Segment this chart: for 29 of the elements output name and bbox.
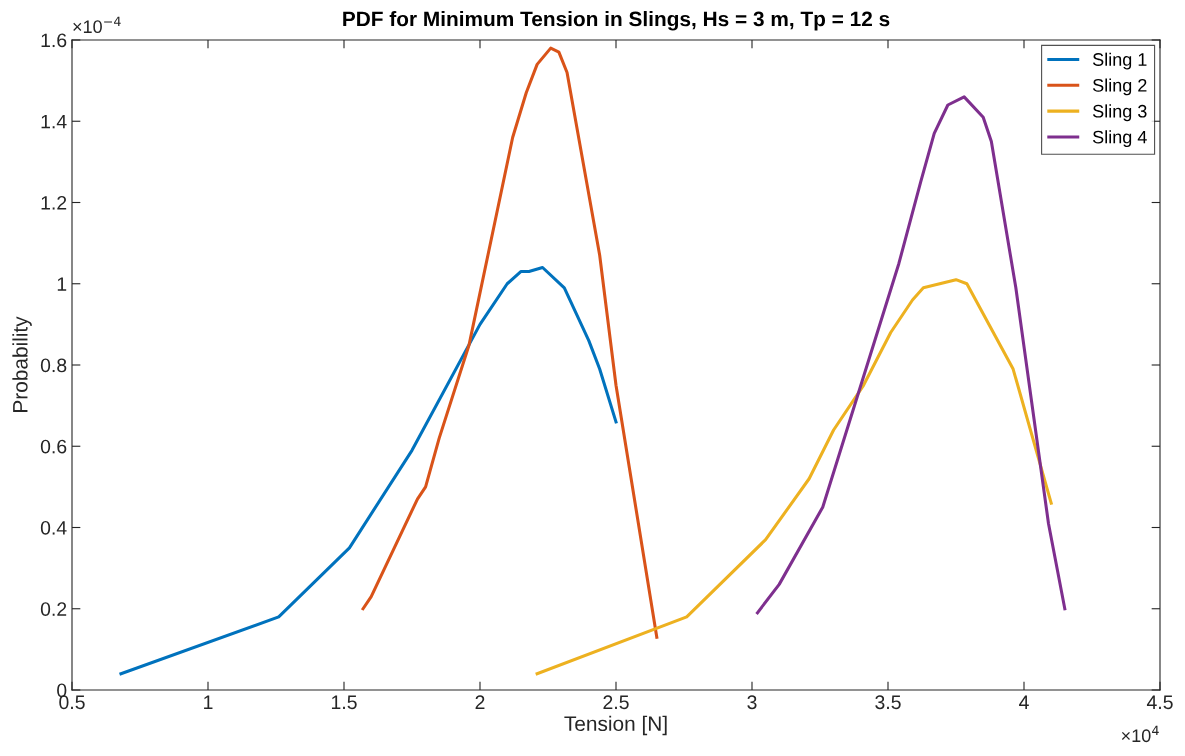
line-series <box>755 95 1067 615</box>
y-tick-label: 0.8 <box>40 358 67 373</box>
x-tick-label: 1.5 <box>331 695 357 710</box>
x-tick-label: 3.5 <box>875 695 901 710</box>
text: ×10$^{−4}$ <box>73 16 121 34</box>
y-tick-label: 0.4 <box>40 520 67 535</box>
line-series <box>119 265 618 676</box>
x-tick-label: 4.5 <box>1146 695 1173 710</box>
line-series <box>535 278 1053 676</box>
x-tick-label: 2.5 <box>603 695 629 710</box>
x-axis-title: Tension [N] <box>564 715 667 736</box>
x-tick-label: 1 <box>204 695 213 709</box>
y-tick-label: 1.4 <box>41 114 67 129</box>
y-tick-label: 1.2 <box>41 195 67 210</box>
y-tick-label: 0.2 <box>40 602 67 616</box>
legend-label: Sling 4 <box>1092 130 1147 148</box>
legend-label: Sling 1 <box>1092 52 1147 70</box>
x-tick-label: 4 <box>1019 695 1029 709</box>
text: ×10$^{4}$ <box>1121 725 1159 743</box>
chart-title: PDF for Minimum Tension in Slings, Hs = 3 m, Tp = 12 s <box>343 11 890 31</box>
y-axis-title: Probability <box>12 316 32 412</box>
y-tick-label: 1 <box>57 277 67 291</box>
x-tick-label: 2 <box>475 695 485 709</box>
y-tick-label: 1.6 <box>41 33 67 48</box>
legend-label: Sling 3 <box>1092 104 1147 122</box>
line-series <box>361 46 659 639</box>
y-tick-label: 0.6 <box>40 439 67 454</box>
x-tick-label: 3 <box>747 695 757 710</box>
legend-label: Sling 2 <box>1092 78 1147 96</box>
